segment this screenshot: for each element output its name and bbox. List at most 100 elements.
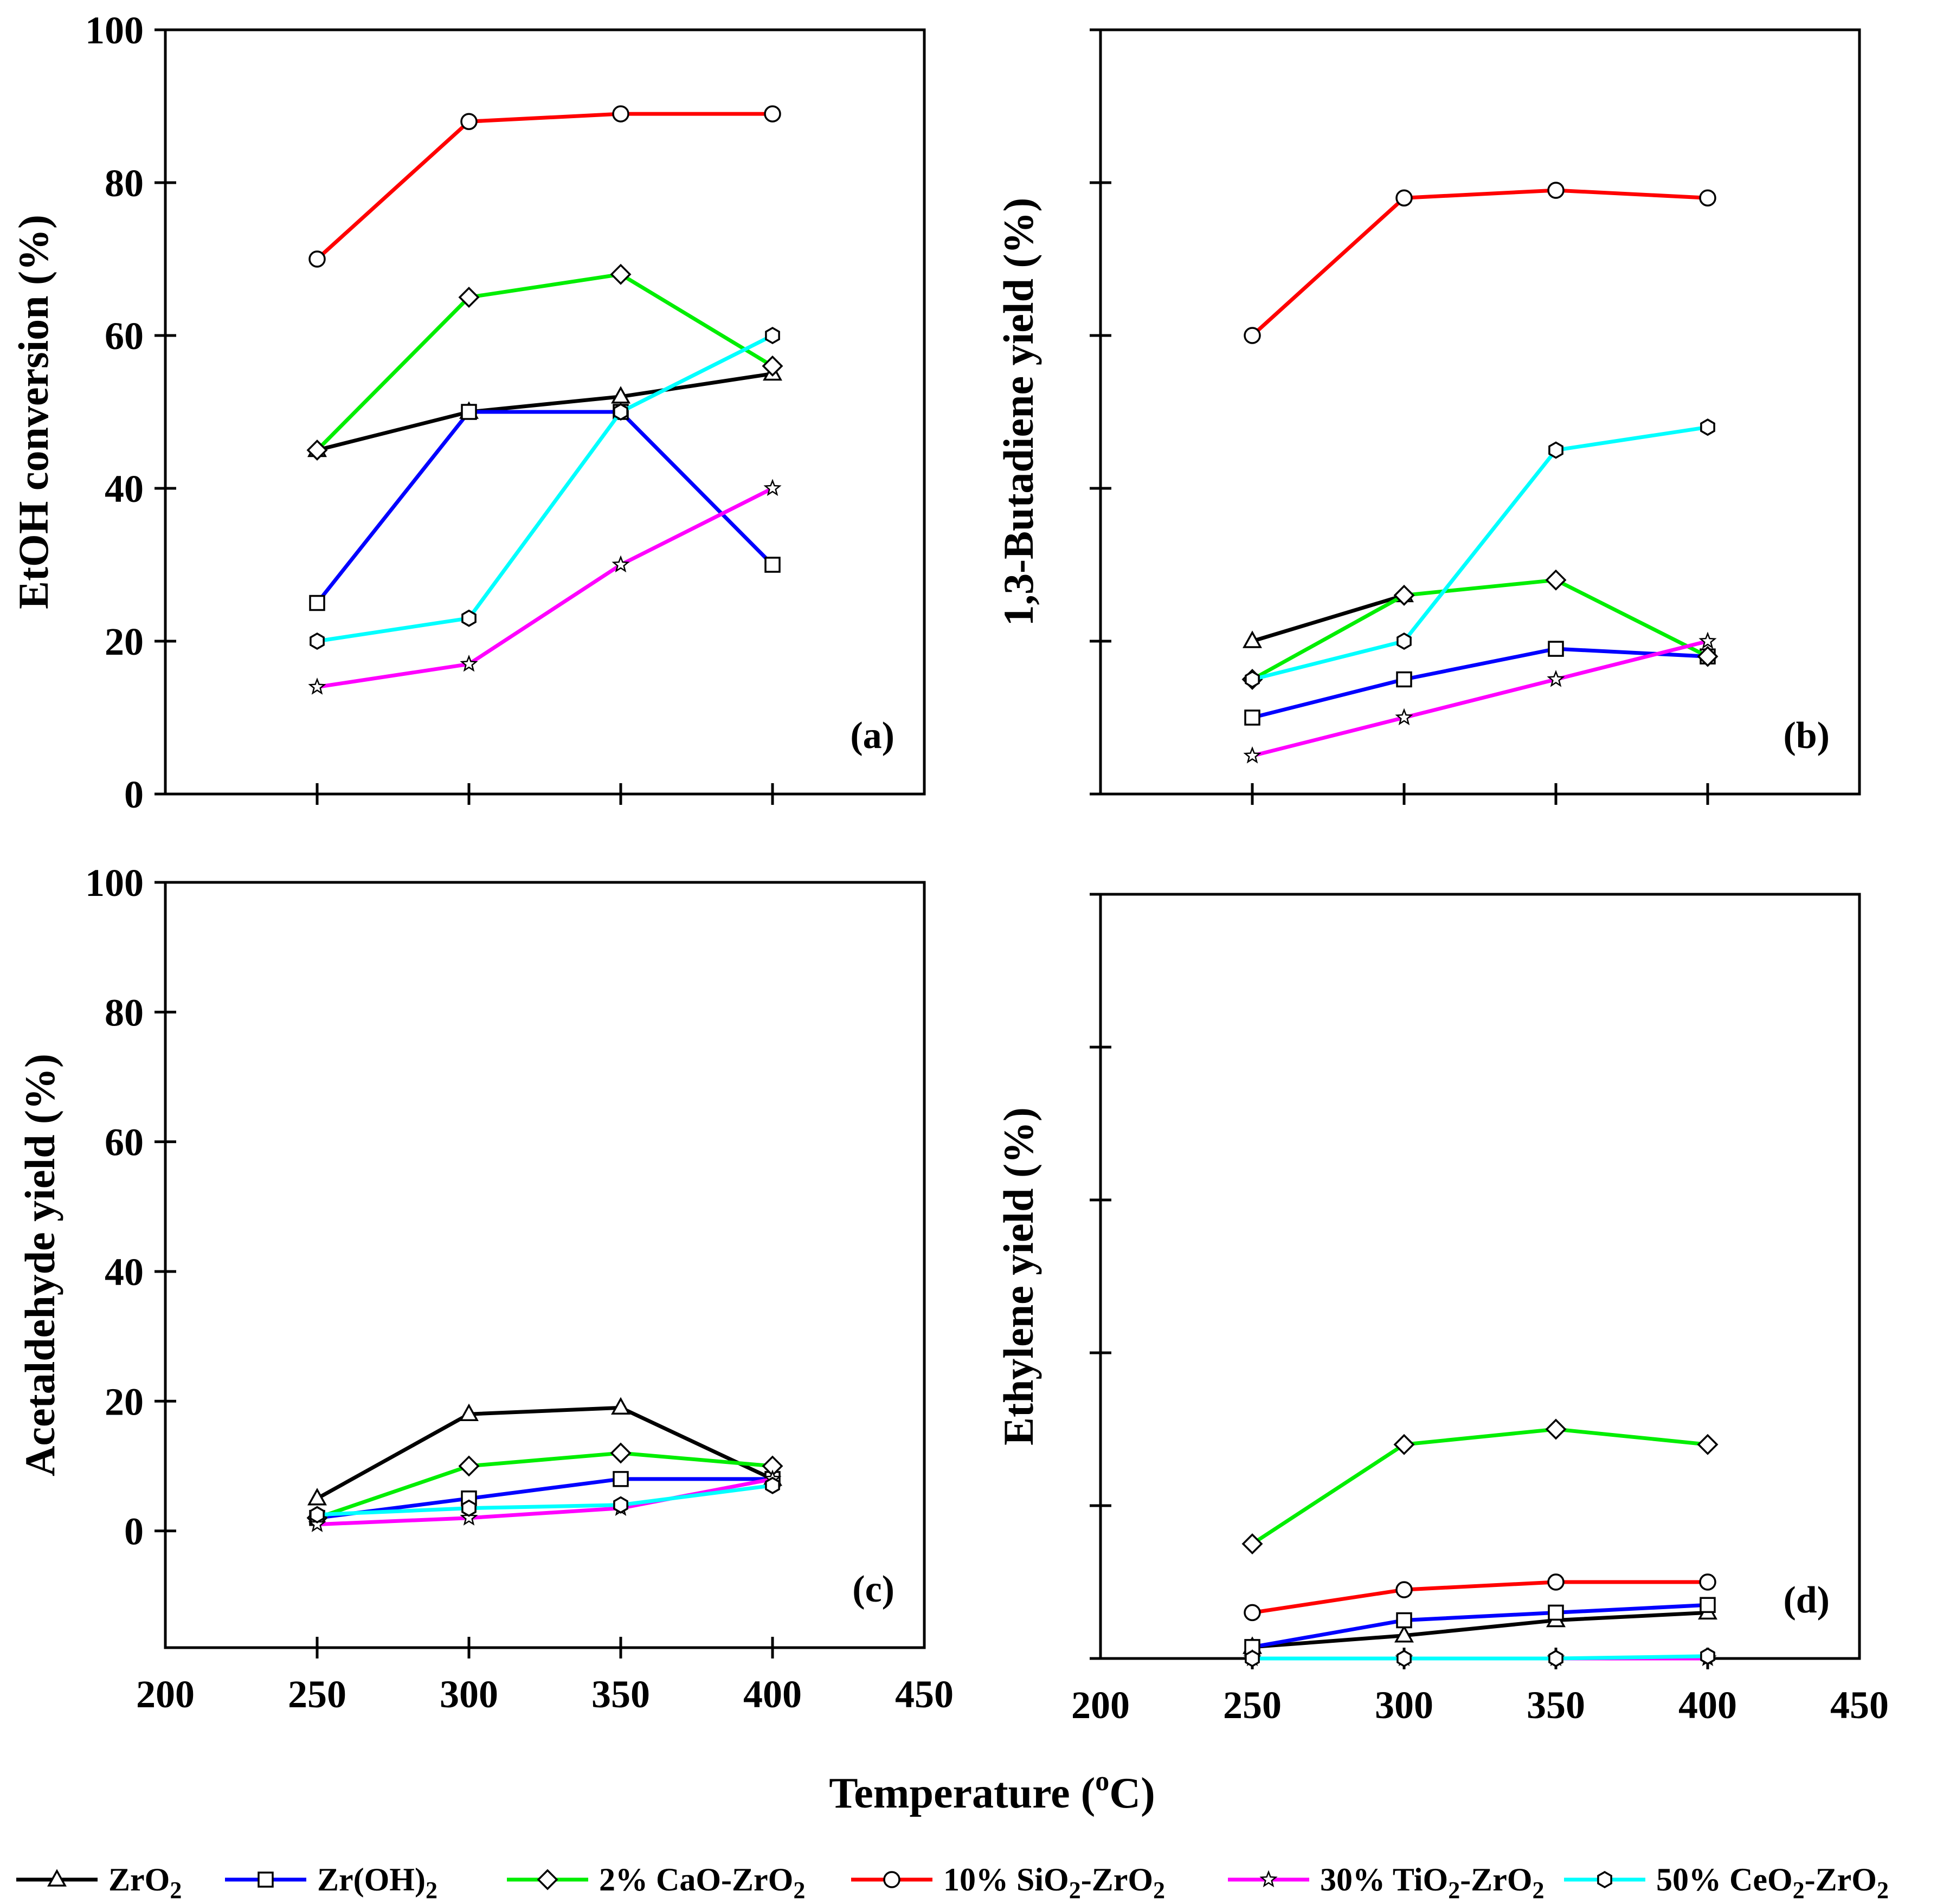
data-point — [1395, 189, 1413, 206]
panel-label: (c) — [852, 1569, 895, 1610]
x-axis-title: Temperature (oC) — [829, 1766, 1155, 1817]
legend-label: 10% SiO2-ZrO2 — [943, 1862, 1165, 1903]
data-point — [1699, 189, 1716, 206]
data-point — [1393, 584, 1415, 606]
series-line — [316, 112, 773, 261]
series-line — [1251, 1427, 1708, 1546]
data-point — [1244, 1604, 1261, 1622]
data-point — [1548, 441, 1563, 459]
legend-marker — [1597, 1870, 1612, 1889]
series-line — [1252, 1580, 1708, 1615]
y-tick-label: 80 — [105, 991, 144, 1034]
data-point — [1698, 631, 1717, 649]
y-tick-label: 20 — [105, 620, 144, 663]
legend-item: Zr(OH)2 — [225, 1862, 437, 1903]
y-tick-label: 60 — [105, 314, 144, 358]
legend-marker — [1259, 1870, 1278, 1888]
data-point — [308, 677, 326, 695]
panel-label: (a) — [850, 715, 895, 757]
data-point — [1397, 632, 1412, 650]
panel-label: (d) — [1783, 1579, 1830, 1621]
y-axis-title: Acetaldehyde yield (%) — [16, 1054, 63, 1476]
data-point — [1245, 1649, 1260, 1668]
legend-label: 30% TiO2-ZrO2 — [1320, 1862, 1545, 1903]
series-line — [317, 333, 774, 643]
series-group — [310, 1476, 780, 1524]
data-point — [1548, 641, 1564, 657]
data-point — [1547, 182, 1565, 199]
data-point — [1245, 670, 1260, 688]
y-axis-title: EtOH conversion (%) — [10, 215, 57, 609]
legend-label: ZrO2 — [108, 1862, 182, 1903]
data-point — [1545, 1418, 1567, 1440]
series-group — [1241, 569, 1719, 690]
legend-item: ZrO2 — [16, 1862, 182, 1903]
x-tick-label: 250 — [288, 1673, 346, 1716]
data-point — [1394, 1625, 1414, 1643]
data-point — [1397, 1649, 1412, 1668]
data-point — [1395, 1581, 1413, 1598]
series-line — [316, 272, 774, 451]
legend-marker — [47, 1869, 67, 1887]
x-tick-label: 400 — [743, 1673, 802, 1716]
data-point — [610, 263, 632, 285]
series-line — [316, 1451, 773, 1520]
legend: ZrO2 Zr(OH)2 2% CaO-ZrO2 10% SiO2-ZrO2 30% T… — [16, 1862, 1889, 1903]
data-point — [1545, 569, 1567, 591]
series-line — [1252, 647, 1708, 720]
series-group — [1244, 1597, 1716, 1655]
legend-marker — [258, 1871, 274, 1888]
x-tick-label: 400 — [1678, 1683, 1737, 1727]
data-point — [1393, 1434, 1415, 1455]
data-point — [610, 1442, 632, 1464]
plot-frame — [164, 881, 926, 1649]
series-group — [1241, 1418, 1719, 1554]
panel-c: 200 250 300 350 400 450 0 20 40 60 80 100 Acetaldehy… — [16, 861, 954, 1716]
series-group — [1243, 631, 1717, 764]
data-point — [765, 1476, 780, 1494]
series-line — [317, 486, 774, 689]
x-tick-label: 250 — [1223, 1683, 1282, 1727]
x-tick-label: 450 — [1830, 1683, 1889, 1727]
plot-frame — [164, 28, 926, 796]
series-group — [307, 1397, 782, 1506]
data-point — [1700, 1647, 1715, 1665]
data-point — [612, 105, 629, 122]
series-line — [317, 1477, 773, 1520]
series-group — [308, 105, 781, 268]
data-point — [612, 555, 630, 573]
data-point — [1700, 1597, 1716, 1613]
data-point — [308, 250, 326, 268]
data-point — [310, 1506, 325, 1524]
panel-label: (b) — [1783, 715, 1830, 757]
data-point — [1241, 1533, 1263, 1554]
plot-frame — [1099, 28, 1861, 796]
panel-b: 1,3-Butadiene yield (%) (b) — [995, 28, 1861, 805]
series-group — [1245, 418, 1715, 688]
data-point — [460, 113, 478, 130]
series-line — [1251, 578, 1709, 681]
data-point — [763, 479, 782, 496]
legend-marker — [883, 1871, 900, 1888]
data-point — [1243, 630, 1262, 648]
series-line — [1251, 593, 1405, 643]
data-point — [460, 654, 478, 672]
data-point — [613, 403, 628, 421]
data-point — [1396, 1612, 1412, 1629]
legend-label: 50% CeO2-ZrO2 — [1656, 1862, 1889, 1903]
y-tick-label: 40 — [105, 467, 144, 511]
data-point — [611, 1397, 630, 1415]
data-point — [613, 1496, 628, 1514]
data-point — [310, 632, 325, 650]
series-group — [1244, 182, 1716, 344]
data-point — [1547, 670, 1565, 687]
data-point — [461, 609, 477, 627]
data-point — [1244, 327, 1261, 344]
data-point — [1548, 1649, 1563, 1668]
series-line — [1252, 425, 1708, 681]
data-point — [461, 404, 477, 420]
series-group — [306, 263, 783, 461]
data-point — [309, 595, 325, 611]
legend-item: 50% CeO2-ZrO2 — [1564, 1862, 1889, 1903]
